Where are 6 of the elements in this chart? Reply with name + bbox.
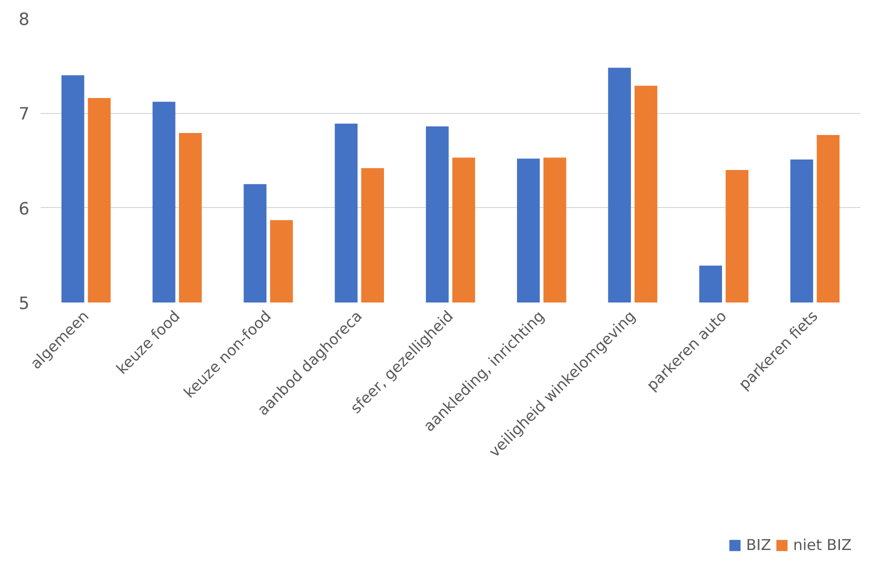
y-tick-label: 7 bbox=[18, 104, 30, 125]
y-tick-label: 6 bbox=[18, 199, 30, 220]
legend-label: niet BIZ bbox=[793, 536, 852, 554]
y-tick-label: 8 bbox=[18, 10, 30, 30]
legend-label: BIZ bbox=[746, 536, 772, 554]
y-tick-label: 5 bbox=[18, 294, 30, 314]
